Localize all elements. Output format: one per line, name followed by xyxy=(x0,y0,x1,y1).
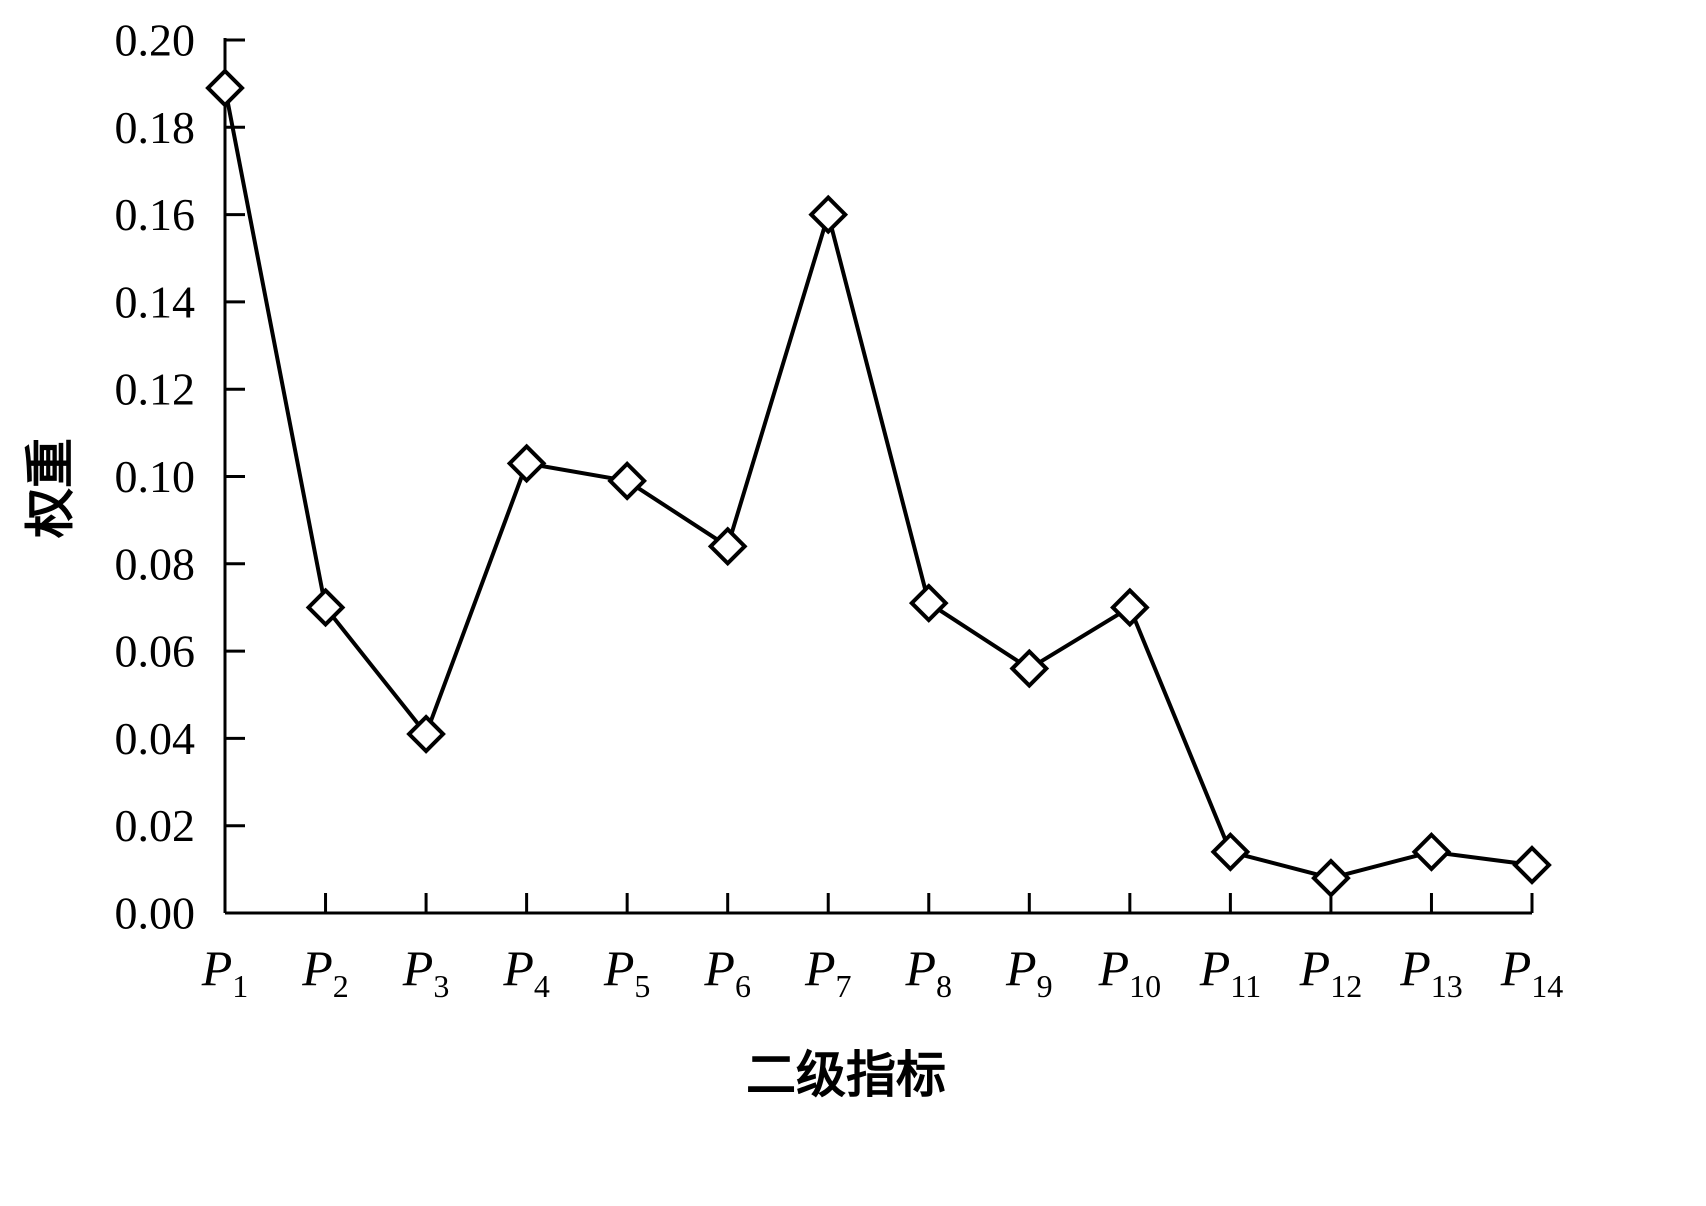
x-tick-label: P4 xyxy=(502,940,550,1004)
data-point xyxy=(808,194,849,235)
x-tick-label: P9 xyxy=(1005,940,1053,1004)
x-tick-label: P11 xyxy=(1199,940,1261,1004)
y-axis-title: 权重 xyxy=(22,438,80,539)
y-tick-label: 0.20 xyxy=(115,15,196,66)
data-point xyxy=(607,461,647,501)
x-tick-label: P10 xyxy=(1098,940,1162,1004)
y-tick-label: 0.10 xyxy=(115,451,196,502)
data-point xyxy=(1210,832,1251,872)
series xyxy=(205,68,1552,898)
data-point xyxy=(205,68,245,108)
line-chart: 0.00 0.02 0.04 0.06 0.08 0.10 0.12 0.14 0.16 0.18… xyxy=(22,15,1564,1105)
data-point xyxy=(908,583,949,623)
data-point xyxy=(707,526,748,567)
y-tick-label: 0.08 xyxy=(115,538,196,589)
y-tick-label: 0.06 xyxy=(115,626,196,677)
y-tick-label: 0.04 xyxy=(115,713,196,764)
x-tick-label: P7 xyxy=(804,940,852,1004)
data-point xyxy=(1110,587,1150,628)
x-axis-title: 二级指标 xyxy=(746,1046,946,1104)
x-tick-label: P8 xyxy=(904,940,952,1004)
x-tick-label: P2 xyxy=(301,940,349,1004)
x-tick-label: P12 xyxy=(1299,940,1363,1004)
data-point xyxy=(506,443,547,484)
x-tick-label: P5 xyxy=(603,940,651,1004)
data-point xyxy=(406,714,446,754)
y-tick-label: 0.02 xyxy=(115,800,196,851)
data-point xyxy=(1411,832,1452,872)
series-line xyxy=(223,87,1533,881)
data-point xyxy=(1009,648,1050,689)
x-tick-label: P14 xyxy=(1500,940,1564,1004)
y-tick-label: 0.14 xyxy=(115,276,196,327)
y-tick-label: 0.18 xyxy=(115,102,196,153)
data-point xyxy=(1512,845,1552,885)
y-axis: 0.00 0.02 0.04 0.06 0.08 0.10 0.12 0.14 0.16 0.18… xyxy=(115,15,245,939)
data-point xyxy=(1311,858,1351,898)
data-point xyxy=(305,587,346,628)
y-tick-label: 0.12 xyxy=(115,364,196,415)
y-tick-label: 0.16 xyxy=(115,189,196,240)
y-tick-label: 0.00 xyxy=(115,888,196,939)
chart: 0.00 0.02 0.04 0.06 0.08 0.10 0.12 0.14 0.16 0.18… xyxy=(22,15,1564,1105)
x-tick-label: P13 xyxy=(1399,940,1463,1004)
x-tick-label: P3 xyxy=(402,940,450,1004)
x-tick-label: P6 xyxy=(703,940,751,1004)
x-tick-label: P1 xyxy=(201,940,249,1004)
x-axis: P1 P2 P3 P4 P5 P6 P7 P8 P9 P10 P11 P12 P13 P14 xyxy=(201,893,1564,1004)
